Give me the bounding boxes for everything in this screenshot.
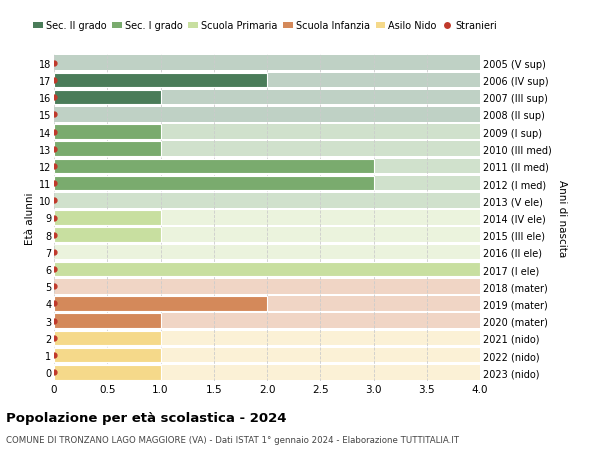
- Bar: [54, 262, 480, 277]
- Bar: [54, 176, 480, 191]
- Bar: [54, 142, 161, 157]
- Bar: [54, 56, 480, 71]
- Bar: [54, 331, 161, 345]
- Bar: [54, 365, 480, 380]
- Bar: [54, 228, 480, 242]
- Text: COMUNE DI TRONZANO LAGO MAGGIORE (VA) - Dati ISTAT 1° gennaio 2024 - Elaborazion: COMUNE DI TRONZANO LAGO MAGGIORE (VA) - …: [6, 435, 459, 444]
- Bar: [54, 91, 480, 105]
- Bar: [54, 125, 480, 140]
- Bar: [54, 73, 267, 88]
- Bar: [54, 159, 480, 174]
- Bar: [54, 108, 480, 123]
- Bar: [54, 297, 267, 311]
- Bar: [54, 280, 480, 294]
- Legend: Sec. II grado, Sec. I grado, Scuola Primaria, Scuola Infanzia, Asilo Nido, Stran: Sec. II grado, Sec. I grado, Scuola Prim…: [29, 17, 500, 35]
- Y-axis label: Anni di nascita: Anni di nascita: [557, 179, 567, 257]
- Bar: [54, 245, 480, 260]
- Bar: [54, 228, 161, 242]
- Bar: [54, 73, 480, 88]
- Bar: [54, 365, 161, 380]
- Bar: [54, 211, 161, 225]
- Bar: [54, 297, 480, 311]
- Bar: [54, 348, 161, 363]
- Bar: [54, 331, 480, 345]
- Bar: [54, 176, 373, 191]
- Bar: [54, 348, 480, 363]
- Text: Popolazione per età scolastica - 2024: Popolazione per età scolastica - 2024: [6, 411, 287, 424]
- Bar: [54, 159, 373, 174]
- Y-axis label: Età alunni: Età alunni: [25, 192, 35, 244]
- Bar: [54, 142, 480, 157]
- Bar: [54, 313, 480, 328]
- Bar: [54, 91, 161, 105]
- Bar: [54, 194, 480, 208]
- Bar: [54, 262, 480, 277]
- Bar: [54, 211, 480, 225]
- Bar: [54, 313, 161, 328]
- Bar: [54, 125, 161, 140]
